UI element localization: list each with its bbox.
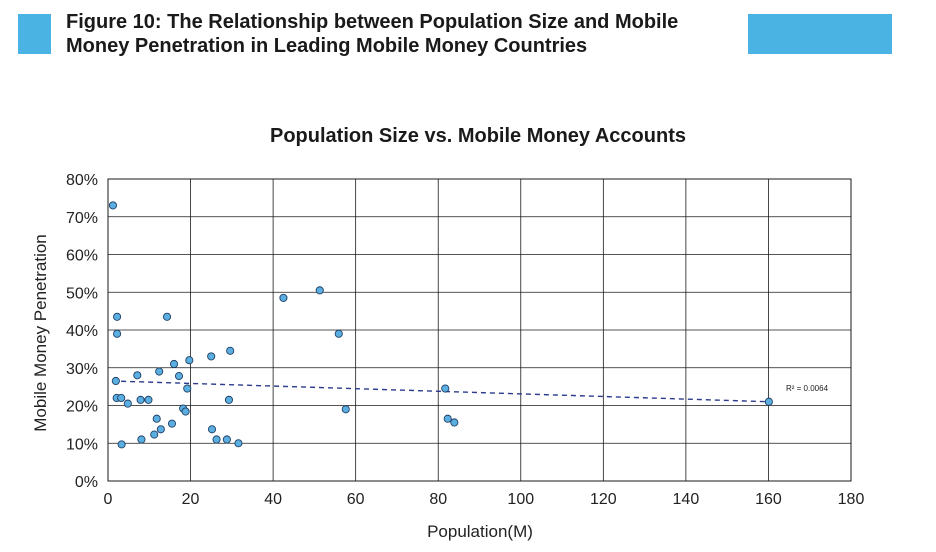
y-tick-label: 80%: [66, 172, 98, 189]
data-point: [150, 430, 159, 439]
data-point: [185, 356, 194, 365]
header-accent-bar-right: [748, 14, 892, 54]
x-tick-label: 100: [507, 491, 534, 508]
data-point: [117, 440, 126, 449]
data-point: [155, 367, 164, 376]
header-accent-bar-left: [18, 14, 51, 54]
y-tick-label: 50%: [66, 285, 98, 302]
x-tick-label: 80: [429, 491, 447, 508]
data-point: [136, 395, 145, 404]
data-point: [123, 399, 132, 408]
y-tick-label: 40%: [66, 323, 98, 340]
data-point: [169, 359, 179, 369]
y-tick-label: 10%: [66, 436, 98, 453]
plot-area-frame: [107, 178, 852, 482]
data-point: [212, 435, 221, 444]
data-point: [156, 425, 165, 434]
x-tick-label: 160: [755, 491, 782, 508]
data-point: [162, 312, 172, 321]
data-point: [334, 329, 343, 338]
data-point: [174, 372, 184, 381]
figure-title: Figure 10: The Relationship between Popu…: [66, 11, 679, 57]
x-tick-label: 120: [590, 491, 617, 508]
data-point: [113, 312, 122, 321]
data-point: [441, 384, 450, 393]
data-point: [183, 384, 192, 393]
x-tick-label: 40: [264, 491, 282, 508]
data-point: [450, 418, 459, 427]
data-point: [137, 435, 146, 444]
data-point: [341, 405, 350, 414]
data-point: [133, 371, 142, 380]
y-tick-label: 70%: [66, 210, 98, 227]
x-axis-tick-labels: 0 20 40 60 80 100 120 140 160 180: [104, 491, 865, 508]
data-point: [279, 293, 288, 302]
data-point: [111, 376, 120, 386]
data-point: [117, 393, 126, 403]
data-point: [764, 397, 773, 406]
r-squared-label: R² = 0.0064: [786, 384, 829, 393]
data-point: [108, 201, 118, 210]
y-tick-label: 0%: [75, 474, 98, 491]
data-point: [226, 346, 235, 355]
data-point: [144, 395, 153, 404]
y-tick-label: 30%: [66, 361, 98, 378]
trend-line: [112, 380, 769, 403]
data-points: [108, 201, 773, 449]
x-tick-label: 60: [347, 491, 365, 508]
gridlines: [107, 178, 852, 482]
data-point: [315, 286, 324, 295]
x-tick-label: 20: [182, 491, 200, 508]
data-point: [234, 439, 243, 448]
data-point: [152, 414, 161, 423]
x-tick-label: 0: [104, 491, 113, 508]
data-point: [113, 329, 122, 338]
data-point: [181, 407, 190, 416]
data-point: [222, 435, 231, 444]
y-axis-label: Mobile Money Penetration: [31, 234, 50, 432]
x-tick-label: 180: [838, 491, 865, 508]
data-point: [224, 395, 233, 404]
chart-title: Population Size vs. Mobile Money Account…: [270, 125, 686, 147]
x-tick-label: 140: [673, 491, 700, 508]
data-point: [167, 419, 177, 428]
y-axis-tick-labels: 0% 10% 20% 30% 40% 50% 60% 70% 80%: [66, 172, 98, 491]
data-point: [207, 352, 216, 361]
x-axis-label: Population(M): [427, 522, 533, 541]
data-point: [207, 425, 217, 434]
y-tick-label: 20%: [66, 399, 98, 416]
y-tick-label: 60%: [66, 248, 98, 265]
data-point: [443, 414, 452, 423]
